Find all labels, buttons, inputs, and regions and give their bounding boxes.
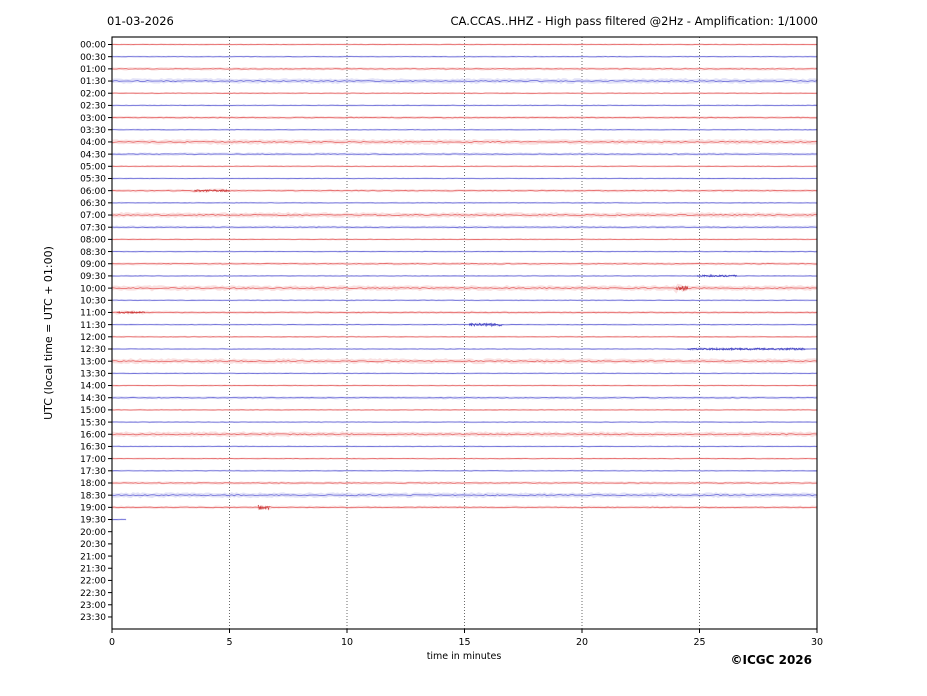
y-tick-label: 21:30 [80, 564, 106, 574]
trace-07:00 [111, 213, 818, 217]
y-tick-label: 15:00 [80, 406, 106, 416]
trace-12:30 [111, 347, 818, 351]
axis-layer [108, 36, 818, 633]
trace-03:00 [111, 116, 818, 119]
trace-04:00 [111, 140, 818, 143]
y-tick-label: 03:30 [80, 126, 106, 136]
y-tick-label: 23:00 [80, 601, 106, 611]
y-tick-label: 18:00 [80, 479, 106, 489]
trace-06:00 [111, 189, 818, 192]
trace-layer [111, 43, 818, 521]
y-tick-label: 06:00 [80, 187, 106, 197]
y-tick-label: 15:30 [80, 418, 106, 428]
y-tick-label: 14:00 [80, 382, 106, 392]
y-tick-label: 07:30 [80, 223, 106, 233]
y-tick-label: 02:00 [80, 89, 106, 99]
trace-16:00 [111, 433, 818, 436]
y-tick-label: 07:00 [80, 211, 106, 221]
grid-layer [229, 37, 700, 629]
y-tick-label: 10:30 [80, 296, 106, 306]
y-tick-label: 11:30 [80, 321, 106, 331]
y-tick-label: 12:00 [80, 333, 106, 343]
trace-11:30 [111, 323, 818, 326]
plot-title: CA.CCAS..HHZ - High pass filtered @2Hz -… [451, 14, 818, 28]
trace-01:30 [111, 80, 818, 83]
y-tick-label: 13:00 [80, 357, 106, 367]
x-tick-label: 30 [811, 637, 823, 648]
event-burst-10:00 [675, 285, 689, 291]
credit-label: ©ICGC 2026 [730, 653, 812, 667]
y-tick-label: 22:30 [80, 589, 106, 599]
y-tick-label: 22:00 [80, 577, 106, 587]
y-tick-label: 00:30 [80, 53, 106, 63]
y-tick-label: 05:30 [80, 175, 106, 185]
y-tick-label: 16:00 [80, 430, 106, 440]
trace-10:00 [111, 287, 818, 290]
event-burst-12:30 [687, 346, 806, 352]
tick-label-layer: 00:00 00:30 01:00 01:30 02:00 02:30 03:00 03:30… [80, 41, 823, 648]
date-title: 01-03-2026 [107, 14, 174, 28]
y-tick-label: 19:00 [80, 504, 106, 514]
event-burst-19:00 [257, 504, 270, 511]
plot-border [111, 36, 818, 630]
x-tick-label: 15 [458, 637, 470, 648]
trace-19:00 [111, 505, 818, 509]
y-tick-label: 08:00 [80, 236, 106, 246]
trace-18:00 [111, 482, 818, 484]
x-tick-label: 20 [576, 637, 588, 648]
y-tick-label: 02:30 [80, 102, 106, 112]
event-burst-09:30 [696, 273, 738, 278]
y-tick-label: 17:00 [80, 455, 106, 465]
y-tick-label: 01:00 [80, 65, 106, 75]
y-tick-label: 17:30 [80, 467, 106, 477]
x-tick-label: 5 [226, 637, 232, 648]
y-tick-label: 20:30 [80, 540, 106, 550]
trace-18:30 [111, 494, 818, 497]
y-tick-label: 16:30 [80, 443, 106, 453]
y-tick-label: 08:30 [80, 248, 106, 258]
trace-01:00 [111, 68, 818, 70]
trace-14:30 [111, 396, 818, 399]
x-tick-label: 25 [693, 637, 705, 648]
y-tick-label: 19:30 [80, 516, 106, 526]
event-burst-11:00 [116, 310, 146, 315]
y-tick-label: 13:30 [80, 370, 106, 380]
event-burst-06:00 [194, 188, 230, 193]
y-axis-label: UTC (local time = UTC + 01:00) [42, 246, 55, 420]
trace-09:00 [111, 262, 817, 265]
x-axis-label: time in minutes [427, 651, 502, 662]
y-tick-label: 18:30 [80, 491, 106, 501]
y-tick-label: 09:00 [80, 260, 106, 270]
trace-13:00 [111, 360, 818, 363]
y-tick-label: 14:30 [80, 394, 106, 404]
trace-04:30 [111, 153, 818, 155]
x-tick-label: 10 [341, 637, 353, 648]
y-tick-label: 23:30 [80, 613, 106, 623]
trace-11:00 [111, 311, 818, 314]
y-tick-label: 12:30 [80, 345, 106, 355]
y-tick-label: 09:30 [80, 272, 106, 282]
y-tick-label: 03:00 [80, 114, 106, 124]
x-tick-label: 0 [109, 637, 115, 648]
trace-07:30 [111, 226, 818, 228]
y-tick-label: 05:00 [80, 163, 106, 173]
y-tick-label: 01:30 [80, 77, 106, 87]
y-tick-label: 00:00 [80, 41, 106, 51]
y-tick-label: 04:30 [80, 150, 106, 160]
y-tick-label: 20:00 [80, 528, 106, 538]
y-tick-label: 04:00 [80, 138, 106, 148]
y-tick-label: 21:00 [80, 552, 106, 562]
y-tick-label: 11:00 [80, 309, 106, 319]
y-tick-label: 10:00 [80, 284, 106, 294]
y-tick-label: 06:30 [80, 199, 106, 209]
event-burst-11:30 [468, 322, 503, 328]
